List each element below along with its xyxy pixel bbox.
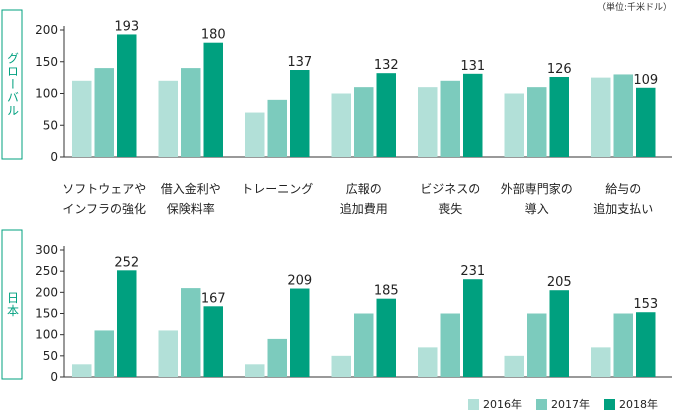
legend-item-2018: 2018年 bbox=[604, 396, 658, 412]
y-tick-label: 50 bbox=[43, 349, 58, 363]
bar-2016 bbox=[591, 77, 611, 157]
bar-2018 bbox=[636, 312, 656, 377]
legend-swatch-2018 bbox=[604, 398, 615, 410]
data-label: 231 bbox=[460, 264, 485, 279]
bar-2016 bbox=[418, 87, 438, 157]
category-label: ソフトウェアや bbox=[62, 182, 146, 196]
bar-2017 bbox=[354, 313, 374, 377]
category-label: 追加支払い bbox=[593, 201, 653, 216]
bar-2017 bbox=[94, 330, 114, 377]
bar-2016 bbox=[72, 364, 92, 377]
data-label: 209 bbox=[287, 274, 312, 289]
category-label: ビジネスの bbox=[420, 182, 480, 196]
bar-2017 bbox=[440, 313, 460, 377]
y-tick-label: 0 bbox=[50, 370, 58, 384]
bar-2016 bbox=[591, 347, 611, 377]
legend-label-2016: 2016年 bbox=[483, 398, 522, 411]
bar-2016 bbox=[158, 80, 178, 157]
data-label: 205 bbox=[547, 275, 572, 290]
bar-2018 bbox=[117, 34, 137, 157]
bar-2017 bbox=[440, 80, 460, 157]
bar-2017 bbox=[267, 338, 287, 377]
bar-2016 bbox=[158, 330, 178, 377]
y-tick-label: 300 bbox=[35, 243, 58, 257]
data-label: 126 bbox=[547, 62, 572, 77]
legend-label-2018: 2018年 bbox=[619, 398, 658, 411]
category-label: インフラの強化 bbox=[62, 202, 146, 216]
data-label: 153 bbox=[633, 297, 658, 312]
category-label: 導入 bbox=[525, 202, 549, 216]
bar-2016 bbox=[331, 355, 351, 377]
bar-2017 bbox=[181, 288, 201, 377]
bar-2016 bbox=[418, 347, 438, 377]
bar-2018 bbox=[203, 306, 223, 377]
bar-2016 bbox=[504, 93, 524, 157]
y-tick-label: 0 bbox=[50, 150, 58, 164]
panel-label-box bbox=[1, 9, 23, 160]
legend-item-2016: 2016年 bbox=[468, 396, 522, 412]
data-label: 109 bbox=[633, 73, 658, 88]
data-label: 185 bbox=[374, 284, 399, 299]
bar-2017 bbox=[267, 99, 287, 157]
data-label: 131 bbox=[460, 59, 485, 74]
panel-label: グローバル bbox=[6, 52, 20, 117]
y-tick-label: 100 bbox=[35, 328, 58, 342]
bar-2016 bbox=[245, 364, 265, 377]
y-tick-label: 200 bbox=[35, 23, 58, 37]
y-tick-label: 50 bbox=[43, 118, 58, 132]
data-label: 167 bbox=[201, 291, 226, 306]
bar-2017 bbox=[527, 313, 547, 377]
data-label: 252 bbox=[114, 255, 139, 270]
bar-2018 bbox=[549, 290, 569, 377]
bar-2016 bbox=[331, 93, 351, 157]
panel-label-box bbox=[1, 229, 23, 380]
y-tick-label: 150 bbox=[35, 55, 58, 69]
bar-2017 bbox=[94, 68, 114, 157]
legend-item-2017: 2017年 bbox=[536, 396, 590, 412]
category-label: 借入金利や bbox=[161, 181, 221, 196]
y-tick-label: 150 bbox=[35, 307, 58, 321]
category-label: 追加費用 bbox=[340, 201, 388, 216]
category-label: 外部専門家の bbox=[501, 181, 573, 196]
panel-label: 日本 bbox=[6, 292, 20, 318]
data-label: 132 bbox=[374, 58, 399, 73]
legend-label-2017: 2017年 bbox=[551, 398, 590, 411]
bar-2018 bbox=[203, 42, 223, 158]
category-label: 喪失 bbox=[438, 201, 462, 216]
bar-2017 bbox=[181, 68, 201, 157]
legend-swatch-2016 bbox=[468, 398, 479, 410]
y-tick-label: 100 bbox=[35, 87, 58, 101]
bar-2016 bbox=[504, 355, 524, 377]
bar-2018 bbox=[376, 73, 396, 157]
bar-2018 bbox=[463, 279, 483, 377]
bar-2018 bbox=[549, 76, 569, 157]
bar-2018 bbox=[290, 70, 310, 157]
bar-2017 bbox=[613, 74, 633, 157]
y-tick-label: 200 bbox=[35, 285, 58, 299]
bar-2017 bbox=[613, 313, 633, 377]
data-label: 137 bbox=[287, 55, 312, 70]
bar-2018 bbox=[290, 288, 310, 377]
legend-swatch-2017 bbox=[536, 398, 547, 410]
bar-2017 bbox=[354, 87, 374, 157]
data-label: 180 bbox=[201, 28, 226, 43]
bar-2017 bbox=[527, 87, 547, 157]
bar-2018 bbox=[376, 298, 396, 377]
y-tick-label: 250 bbox=[35, 264, 58, 278]
bar-2016 bbox=[72, 80, 92, 157]
category-label: 保険料率 bbox=[167, 201, 215, 216]
unit-label: （単位:千米ドル） bbox=[596, 3, 672, 13]
category-label: 広報の bbox=[346, 182, 382, 196]
bar-2018 bbox=[117, 270, 137, 377]
bar-2018 bbox=[636, 87, 656, 157]
category-label: 給与の bbox=[605, 182, 641, 196]
bar-2018 bbox=[463, 73, 483, 157]
legend: 2016年 2017年 2018年 bbox=[468, 396, 658, 412]
data-label: 193 bbox=[114, 19, 139, 34]
bar-2016 bbox=[245, 112, 265, 157]
category-label: トレーニング bbox=[241, 182, 313, 196]
